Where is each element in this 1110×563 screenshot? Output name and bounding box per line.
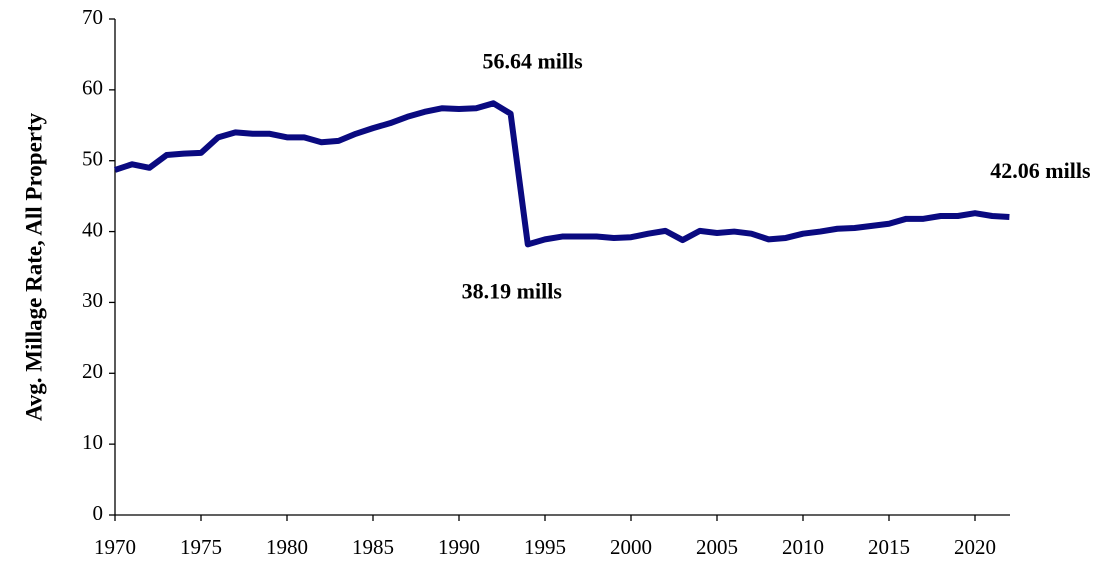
y-tick-label: 40 bbox=[82, 217, 103, 241]
x-tick-label: 2005 bbox=[696, 535, 738, 559]
x-tick-label: 1980 bbox=[266, 535, 308, 559]
annotation: 42.06 mills bbox=[990, 158, 1091, 183]
x-tick-label: 1995 bbox=[524, 535, 566, 559]
x-tick-label: 1990 bbox=[438, 535, 480, 559]
y-tick-label: 50 bbox=[82, 147, 103, 171]
y-tick-label: 60 bbox=[82, 76, 103, 100]
x-tick-label: 2020 bbox=[954, 535, 996, 559]
y-tick-label: 10 bbox=[82, 430, 103, 454]
y-axis-label: Avg. Millage Rate, All Property bbox=[21, 112, 46, 421]
x-tick-label: 2015 bbox=[868, 535, 910, 559]
annotation: 56.64 mills bbox=[482, 49, 583, 74]
line bbox=[114, 100, 1010, 248]
x-tick-label: 1970 bbox=[94, 535, 136, 559]
y-tick-label: 0 bbox=[93, 501, 104, 525]
y-tick-label: 30 bbox=[82, 288, 103, 312]
x-tick-label: 1975 bbox=[180, 535, 222, 559]
x-tick-label: 1985 bbox=[352, 535, 394, 559]
y-tick-label: 20 bbox=[82, 359, 103, 383]
x-tick-label: 2000 bbox=[610, 535, 652, 559]
x-tick-label: 2010 bbox=[782, 535, 824, 559]
y-tick-label: 70 bbox=[82, 5, 103, 29]
annotation: 38.19 mills bbox=[462, 278, 563, 303]
